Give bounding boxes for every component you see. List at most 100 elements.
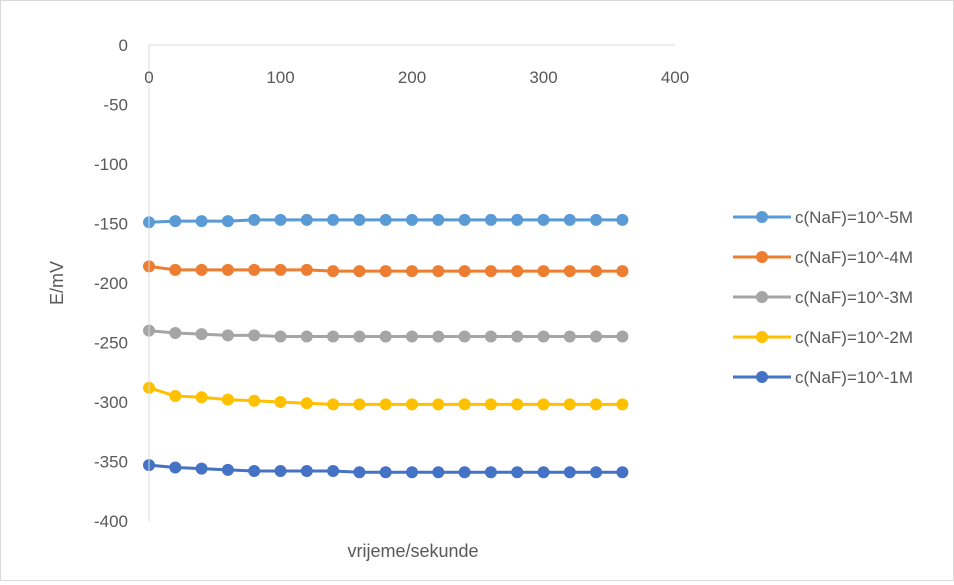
data-point — [379, 213, 392, 226]
data-point — [406, 213, 418, 226]
data-point — [432, 466, 445, 479]
data-point — [537, 265, 550, 278]
data-point — [353, 265, 366, 278]
data-point — [274, 330, 287, 343]
legend-item: c(NaF)=10^-3M — [733, 288, 913, 307]
data-point — [432, 265, 445, 278]
data-point — [563, 265, 576, 278]
x-tick-label: 400 — [661, 68, 689, 87]
data-point — [169, 390, 182, 403]
data-point — [537, 330, 550, 343]
data-point — [616, 330, 629, 343]
data-point — [379, 330, 392, 343]
legend-item: c(NaF)=10^-1M — [733, 368, 913, 387]
data-point — [221, 463, 234, 476]
series-1 — [143, 213, 629, 229]
data-point — [537, 398, 550, 411]
data-point — [327, 330, 340, 343]
data-point — [458, 213, 471, 226]
data-point — [537, 466, 550, 479]
data-point — [511, 265, 524, 278]
x-tick-labels: 0 100 200 300 400 — [144, 68, 689, 87]
data-point — [195, 462, 208, 475]
y-tick-label: -150 — [94, 215, 128, 234]
data-point — [563, 330, 576, 343]
legend-label: c(NaF)=10^-4M — [795, 248, 913, 267]
data-point — [379, 265, 392, 278]
data-point — [300, 213, 313, 226]
data-point — [406, 330, 418, 343]
data-point — [353, 398, 366, 411]
data-point — [406, 398, 418, 411]
data-point — [590, 330, 603, 343]
series-4 — [143, 381, 629, 411]
data-point — [353, 213, 366, 226]
data-point — [169, 326, 182, 339]
x-tick-label: 200 — [398, 68, 426, 87]
data-point — [432, 213, 445, 226]
y-tick-labels: 0 -50 -100 -150 -200 -250 -300 -350 -400 — [94, 36, 128, 531]
data-point — [511, 330, 524, 343]
legend-label: c(NaF)=10^-5M — [795, 208, 913, 227]
data-point — [537, 213, 550, 226]
data-point — [327, 398, 340, 411]
data-point — [327, 213, 340, 226]
data-point — [353, 466, 366, 479]
data-point — [616, 213, 629, 226]
data-point — [563, 398, 576, 411]
data-point — [327, 465, 340, 478]
data-point — [458, 398, 471, 411]
y-tick-label: -250 — [94, 334, 128, 353]
series-3 — [143, 324, 629, 343]
data-point — [221, 263, 234, 276]
legend-marker — [756, 291, 768, 303]
series-lines — [143, 213, 629, 479]
data-point — [195, 215, 208, 228]
data-point — [274, 213, 287, 226]
data-point — [248, 394, 261, 407]
data-point — [590, 466, 603, 479]
data-point — [379, 398, 392, 411]
y-axis-title: E/mV — [47, 261, 67, 305]
data-point — [300, 330, 313, 343]
legend-label: c(NaF)=10^-3M — [795, 288, 913, 307]
data-point — [458, 466, 471, 479]
data-point — [406, 466, 418, 479]
legend-marker — [756, 211, 768, 223]
data-point — [353, 330, 366, 343]
data-point — [195, 391, 208, 404]
data-point — [169, 263, 182, 276]
data-point — [616, 398, 629, 411]
data-point — [563, 466, 576, 479]
data-point — [511, 398, 524, 411]
data-point — [300, 465, 313, 478]
y-tick-label: -350 — [94, 453, 128, 472]
data-point — [590, 398, 603, 411]
y-tick-label: -300 — [94, 393, 128, 412]
data-point — [590, 265, 603, 278]
x-tick-label: 100 — [266, 68, 294, 87]
axes — [148, 44, 675, 521]
data-point — [484, 330, 497, 343]
data-point — [221, 393, 234, 406]
data-point — [590, 213, 603, 226]
y-tick-label: -200 — [94, 274, 128, 293]
data-point — [195, 263, 208, 276]
legend-item: c(NaF)=10^-2M — [733, 328, 913, 347]
x-tick-label: 300 — [529, 68, 557, 87]
data-point — [484, 398, 497, 411]
data-point — [274, 396, 287, 408]
y-tick-label: -50 — [103, 96, 128, 115]
y-tick-label: -400 — [94, 512, 128, 531]
data-point — [221, 215, 234, 228]
data-point — [169, 461, 182, 474]
legend-marker — [756, 371, 768, 383]
data-point — [248, 263, 261, 276]
x-axis-title: vrijeme/sekunde — [347, 541, 478, 561]
series-2 — [143, 260, 629, 278]
legend-item: c(NaF)=10^-5M — [733, 208, 913, 227]
data-point — [511, 466, 524, 479]
data-point — [432, 330, 445, 343]
